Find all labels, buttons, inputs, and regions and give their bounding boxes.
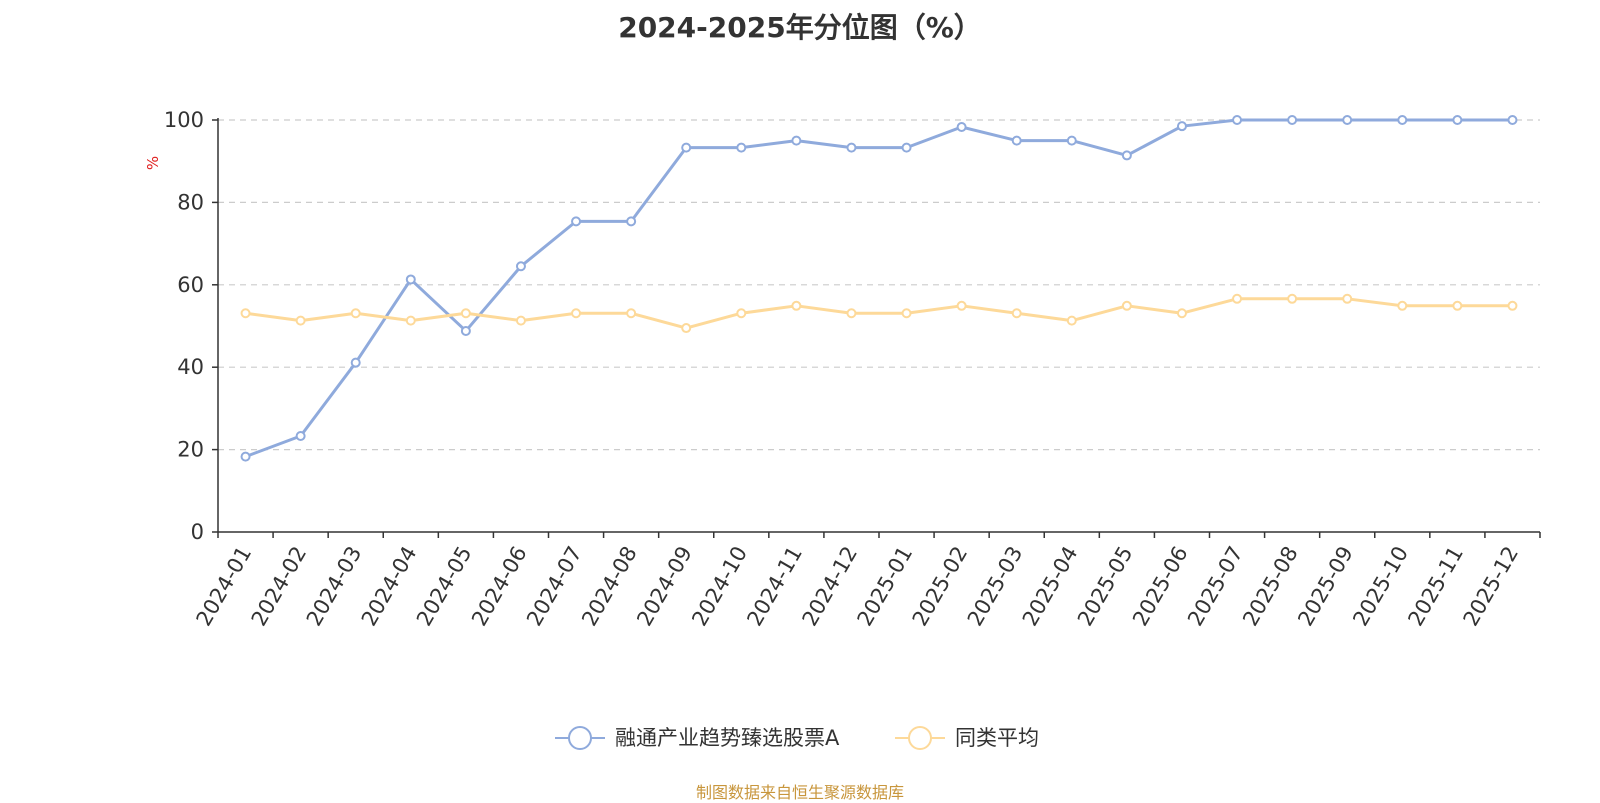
series-2-point[interactable] bbox=[736, 308, 747, 319]
x-tick-label: 2025-12 bbox=[1458, 542, 1523, 630]
series-1-point[interactable] bbox=[1397, 115, 1408, 125]
y-tick-label: 60 bbox=[177, 273, 204, 297]
y-tick-label: 100 bbox=[164, 108, 204, 132]
series-2-point[interactable] bbox=[1176, 308, 1187, 319]
series-1-point[interactable] bbox=[460, 325, 471, 336]
series-1-point[interactable] bbox=[1121, 150, 1132, 161]
y-tick-label: 40 bbox=[177, 355, 204, 379]
series-1-point[interactable] bbox=[240, 451, 251, 462]
series-1-point[interactable] bbox=[405, 274, 416, 285]
series-2-point[interactable] bbox=[1287, 293, 1298, 304]
y-axis-unit-label: % bbox=[144, 156, 162, 170]
series-2-point[interactable] bbox=[626, 308, 637, 319]
series-1-point[interactable] bbox=[736, 142, 747, 153]
series-2-point[interactable] bbox=[460, 308, 471, 319]
y-tick-label: 0 bbox=[191, 520, 204, 544]
series-2-point[interactable] bbox=[1452, 300, 1463, 311]
series-2-point[interactable] bbox=[901, 308, 912, 319]
grid-lines bbox=[218, 119, 1540, 451]
series-1-point[interactable] bbox=[1342, 115, 1353, 125]
series-2-point[interactable] bbox=[1011, 308, 1022, 319]
series-2-point[interactable] bbox=[1066, 315, 1077, 326]
series-1-point[interactable] bbox=[1507, 115, 1518, 125]
series-1-point[interactable] bbox=[1452, 115, 1463, 125]
series-1-point[interactable] bbox=[956, 122, 967, 133]
y-tick-label: 80 bbox=[177, 190, 204, 214]
legend[interactable]: 融通产业趋势臻选股票A 同类平均 bbox=[555, 726, 1039, 750]
series-1-point[interactable] bbox=[1011, 135, 1022, 146]
series-1-point[interactable] bbox=[791, 135, 802, 146]
series-2-point[interactable] bbox=[1397, 300, 1408, 311]
series-2-point[interactable] bbox=[956, 300, 967, 311]
axes: 0204060801002024-012024-022024-032024-04… bbox=[164, 108, 1541, 630]
series-1-point[interactable] bbox=[350, 357, 361, 368]
series-2-point[interactable] bbox=[846, 308, 857, 319]
series-2-point[interactable] bbox=[240, 308, 251, 319]
series-1-point[interactable] bbox=[681, 142, 692, 153]
source-note: 制图数据来自恒生聚源数据库 bbox=[695, 783, 904, 802]
series-2-point[interactable] bbox=[681, 323, 692, 334]
legend-marker-icon bbox=[908, 726, 932, 750]
series-2-point[interactable] bbox=[571, 308, 582, 319]
series-lines bbox=[240, 115, 1518, 462]
series-2-point[interactable] bbox=[1342, 293, 1353, 304]
series-1-point[interactable] bbox=[901, 142, 912, 153]
y-tick-label: 20 bbox=[177, 438, 204, 462]
series-1-point[interactable] bbox=[1287, 115, 1298, 125]
series-1-point[interactable] bbox=[846, 142, 857, 153]
series-2-point[interactable] bbox=[1232, 293, 1243, 304]
legend-label: 同类平均 bbox=[955, 726, 1039, 750]
series-2-point[interactable] bbox=[1507, 300, 1518, 311]
series-1-point[interactable] bbox=[1066, 135, 1077, 146]
legend-item-2[interactable]: 同类平均 bbox=[895, 726, 1039, 750]
series-1-point[interactable] bbox=[295, 431, 306, 442]
series-line-1 bbox=[245, 118, 1513, 459]
series-1-point[interactable] bbox=[1232, 115, 1243, 125]
series-1-point[interactable] bbox=[571, 216, 582, 227]
legend-item-1[interactable]: 融通产业趋势臻选股票A bbox=[555, 726, 840, 750]
series-2-point[interactable] bbox=[1121, 300, 1132, 311]
chart-title: 2024-2025年分位图（%） bbox=[618, 11, 982, 44]
series-line-2 bbox=[245, 297, 1513, 330]
series-2-point[interactable] bbox=[515, 315, 526, 326]
series-1-point[interactable] bbox=[626, 216, 637, 227]
series-2-point[interactable] bbox=[295, 315, 306, 326]
series-2-point[interactable] bbox=[791, 300, 802, 311]
legend-marker-icon bbox=[568, 726, 592, 750]
series-2-point[interactable] bbox=[405, 315, 416, 326]
legend-label: 融通产业趋势臻选股票A bbox=[615, 726, 840, 750]
series-1-point[interactable] bbox=[1176, 121, 1187, 132]
series-2-point[interactable] bbox=[350, 308, 361, 319]
series-1-point[interactable] bbox=[515, 261, 526, 272]
